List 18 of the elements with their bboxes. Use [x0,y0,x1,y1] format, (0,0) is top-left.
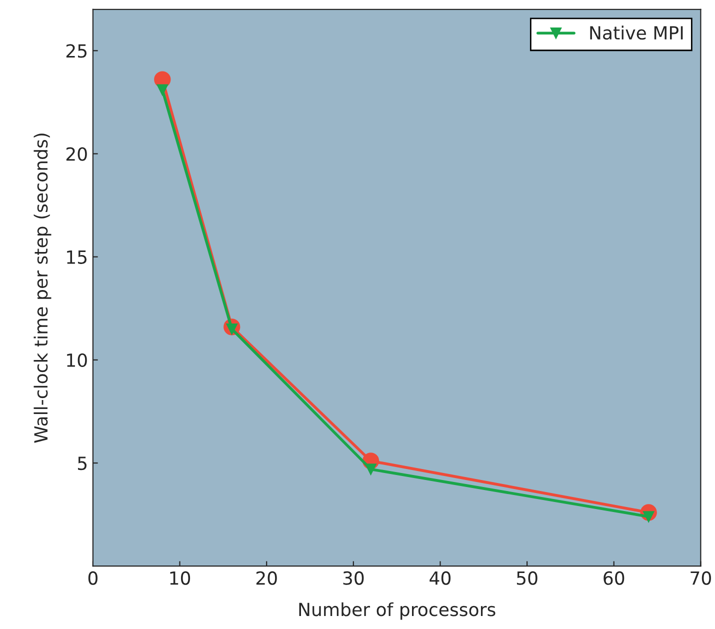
y-tick-label: 25 [66,44,87,58]
point [365,464,376,475]
x-tick-label: 70 [690,571,711,585]
y-tick-label: 20 [66,147,87,161]
x-tick-label: 60 [604,571,624,585]
y-tick-label: 5 [78,456,87,470]
x-axis-title: Number of processors [299,602,496,620]
y-axis-title: Wall-clock time per step (seconds) [34,134,52,443]
y-tick-label: 10 [67,353,87,368]
x-tick-label: 10 [170,571,190,585]
x-tick-label: 0 [88,571,98,585]
x-tick-label: 20 [256,571,277,585]
legend-label: Native MPI [590,26,683,40]
point [156,84,168,96]
x-tick-label: 30 [343,571,364,585]
y-tick-label: 15 [67,250,87,264]
x-tick-label: 40 [430,571,451,585]
x-tick-label: 50 [516,571,538,585]
